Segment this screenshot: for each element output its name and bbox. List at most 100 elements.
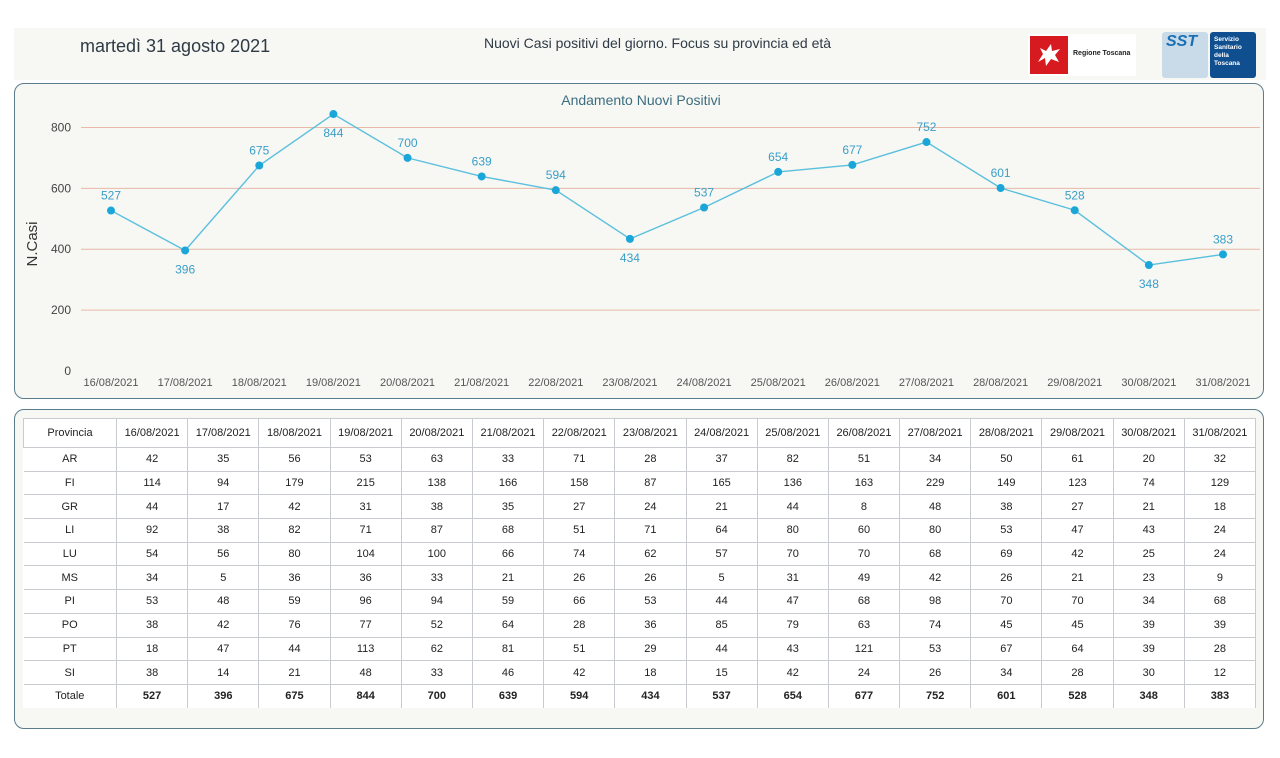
table-cell: 56: [258, 447, 331, 472]
table-cell: 68: [899, 542, 972, 567]
table-cell: 53: [116, 589, 189, 614]
table-cell: 63: [828, 613, 901, 638]
data-label: 654: [768, 150, 788, 164]
data-point[interactable]: [181, 246, 190, 255]
table-cell: 104: [330, 542, 402, 567]
x-tick-label: 23/08/2021: [602, 377, 657, 389]
data-point[interactable]: [477, 172, 486, 181]
table-cell: 26: [970, 565, 1043, 591]
data-label: 594: [546, 168, 566, 182]
table-cell: 9: [1184, 565, 1257, 591]
table-cell: 42: [116, 447, 189, 472]
data-label: 675: [249, 144, 269, 158]
data-point[interactable]: [329, 110, 338, 119]
table-cell: 21: [686, 494, 758, 520]
header-date: 24/08/2021: [685, 418, 758, 448]
data-label: 601: [991, 166, 1011, 180]
data-point[interactable]: [848, 160, 857, 169]
province-name: LU: [23, 542, 117, 567]
data-point[interactable]: [774, 167, 783, 176]
table-cell: 44: [116, 494, 189, 520]
header-date: 28/08/2021: [970, 418, 1043, 448]
data-point[interactable]: [403, 153, 412, 162]
table-cell: 71: [614, 518, 687, 543]
data-point[interactable]: [1219, 250, 1227, 259]
total-cell: 434: [614, 684, 687, 708]
table-cell: 27: [543, 494, 616, 520]
table-cell: 149: [970, 471, 1043, 496]
total-cell: 752: [899, 684, 972, 708]
table-cell: 27: [1041, 494, 1114, 520]
sst-line: della: [1214, 52, 1229, 59]
sst-line: Servizio: [1214, 36, 1239, 43]
report-date: martedì 31 agosto 2021: [80, 36, 271, 56]
data-point[interactable]: [996, 184, 1005, 193]
table-cell: 53: [614, 589, 687, 614]
table-cell: 85: [686, 613, 758, 638]
table-cell: 43: [1113, 518, 1185, 543]
table-cell: 70: [970, 589, 1043, 614]
data-point[interactable]: [700, 203, 709, 212]
table-cell: 17: [187, 494, 260, 520]
data-point[interactable]: [1070, 206, 1079, 215]
data-point[interactable]: [625, 234, 634, 243]
data-point[interactable]: [107, 206, 115, 215]
table-cell: 48: [187, 589, 260, 614]
table-cell: 87: [614, 471, 687, 496]
x-tick-label: 17/08/2021: [158, 377, 213, 389]
table-cell: 113: [330, 637, 402, 662]
line-chart: Andamento Nuovi Positivi N.Casi 0 200 400 6…: [24, 92, 1260, 389]
data-label: 383: [1213, 232, 1233, 246]
header-date: 26/08/2021: [827, 418, 901, 448]
header-date: 31/08/2021: [1183, 418, 1257, 448]
table-cell: 44: [686, 637, 758, 662]
table-cell: 21: [472, 565, 545, 591]
table-cell: 62: [614, 542, 687, 567]
table-cell: 69: [970, 542, 1043, 567]
table-cell: 100: [401, 542, 473, 567]
table-row: PI 53 48 59 96 94 59 66 53 44 47 68 98 70 70 34 68: [23, 589, 1257, 614]
table-cell: 215: [330, 471, 402, 496]
header-date: 30/08/2021: [1112, 418, 1185, 448]
table-cell: 36: [330, 565, 402, 591]
table-cell: 42: [543, 660, 616, 685]
table-cell: 56: [187, 542, 260, 567]
sst-logo-mark: SST: [1162, 32, 1208, 78]
table-row: GR 44 17 42 31 38 35 27 24 21 44 8 48 38 27 21 18: [23, 494, 1257, 520]
table-cell: 62: [401, 637, 473, 662]
header-date: 16/08/2021: [115, 418, 189, 448]
table-cell: 31: [757, 565, 829, 591]
table-cell: 14: [187, 660, 260, 685]
table-cell: 26: [614, 565, 687, 591]
table-cell: 24: [614, 494, 687, 520]
sst-line: Toscana: [1214, 60, 1240, 67]
table-cell: 38: [970, 494, 1043, 520]
table-cell: 18: [1184, 494, 1257, 520]
table-cell: 66: [543, 589, 616, 614]
table-cell: 21: [258, 660, 331, 685]
sst-logo-text: Servizio Sanitario della Toscana: [1210, 32, 1256, 78]
data-point[interactable]: [551, 186, 560, 195]
data-point[interactable]: [922, 138, 931, 147]
table-cell: 74: [899, 613, 972, 638]
table-cell: 31: [330, 494, 402, 520]
chart-panel: Andamento Nuovi Positivi N.Casi 0 200 400 6…: [14, 83, 1264, 399]
total-cell: 844: [330, 684, 402, 708]
data-point[interactable]: [1144, 261, 1153, 270]
data-label: 844: [323, 126, 343, 140]
regione-toscana-label: Regione Toscana: [1073, 50, 1131, 57]
table-row: PO 38 42 76 77 52 64 28 36 85 79 63 74 45 45 39 39: [23, 613, 1257, 638]
x-tick-label: 20/08/2021: [380, 377, 435, 389]
data-point[interactable]: [255, 161, 264, 170]
table-cell: 47: [187, 637, 260, 662]
table-cell: 138: [401, 471, 473, 496]
table-cell: 39: [1113, 637, 1185, 662]
table-cell: 158: [543, 471, 616, 496]
data-label: 396: [175, 262, 195, 276]
table-cell: 5: [187, 565, 260, 591]
x-tick-label: 19/08/2021: [306, 377, 361, 389]
table-cell: 33: [401, 660, 473, 685]
total-cell: 654: [757, 684, 829, 708]
data-label: 677: [842, 143, 862, 157]
x-tick-label: 28/08/2021: [973, 377, 1028, 389]
